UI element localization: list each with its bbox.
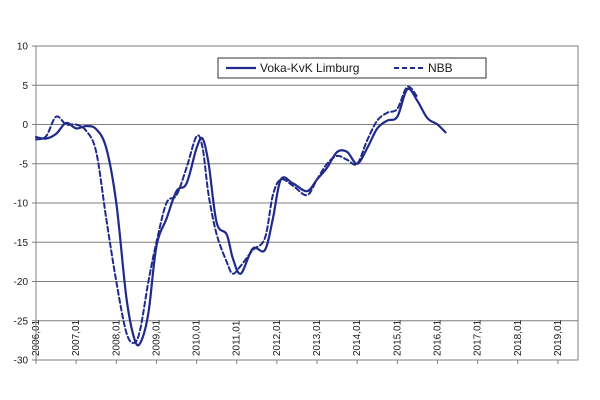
y-tick-label: 10 bbox=[17, 42, 29, 53]
legend-box bbox=[217, 57, 487, 79]
x-tick-label: 2017,01 bbox=[473, 319, 484, 356]
x-tick-label: 2009,01 bbox=[151, 319, 162, 356]
x-tick-label: 2011,01 bbox=[232, 320, 243, 356]
y-tick-label: -10 bbox=[14, 199, 29, 210]
x-tick-label: 2018,01 bbox=[513, 319, 524, 356]
legend: Voka-KvK Limburg NBB bbox=[217, 57, 487, 79]
y-axis-ticks: 10 5 0 -5 -10 -15 -20 -25 -30 bbox=[14, 42, 36, 367]
legend-label-nbb: NBB bbox=[428, 61, 453, 75]
x-tick-label: 2007,01 bbox=[71, 319, 82, 356]
y-tick-label: 0 bbox=[22, 120, 28, 131]
legend-label-voka: Voka-KvK Limburg bbox=[260, 61, 359, 75]
x-tick-label: 2019,01 bbox=[553, 319, 564, 356]
series-line-voka bbox=[34, 87, 447, 347]
y-tick-label: 5 bbox=[22, 81, 28, 92]
x-tick-label: 2010,01 bbox=[192, 319, 203, 356]
plot-area-frame bbox=[35, 45, 579, 361]
y-tick-label: -5 bbox=[19, 159, 28, 170]
y-tick-label: -20 bbox=[14, 277, 29, 288]
y-tick-label: -15 bbox=[14, 238, 29, 249]
series-line-nbb bbox=[35, 85, 419, 344]
series-lines bbox=[34, 85, 447, 347]
x-tick-label: 2012,01 bbox=[272, 319, 283, 356]
x-tick-label: 2015,01 bbox=[392, 319, 403, 356]
x-tick-label: 2016,01 bbox=[432, 319, 443, 356]
x-tick-label: 2008,01 bbox=[111, 319, 122, 356]
y-tick-label: -25 bbox=[14, 316, 29, 327]
x-tick-label: 2014,01 bbox=[352, 319, 363, 356]
x-tick-label: 2013,01 bbox=[312, 319, 323, 356]
y-tick-label: -30 bbox=[14, 356, 29, 367]
